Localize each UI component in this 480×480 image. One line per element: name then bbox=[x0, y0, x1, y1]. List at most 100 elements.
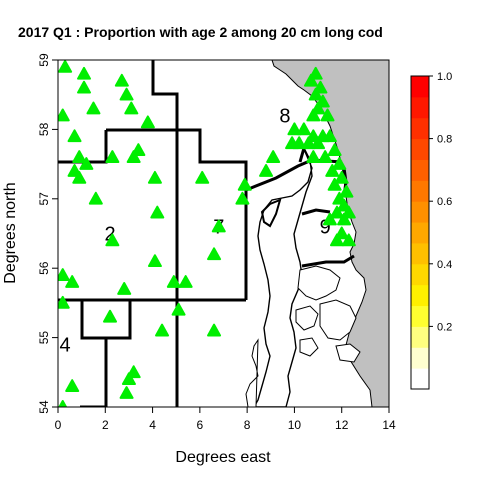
data-point bbox=[325, 164, 340, 177]
colorbar-tick-label: 1.0 bbox=[437, 71, 452, 83]
data-point bbox=[72, 170, 87, 184]
data-point bbox=[237, 177, 252, 191]
data-point bbox=[103, 309, 118, 323]
data-point bbox=[329, 233, 344, 247]
colorbar-border bbox=[410, 75, 430, 390]
data-point bbox=[334, 170, 349, 184]
y-tick-label: 56 bbox=[37, 261, 51, 275]
area-boundaries bbox=[58, 60, 355, 407]
data-point bbox=[320, 108, 335, 122]
colorbar-segment bbox=[411, 305, 429, 327]
data-point bbox=[140, 115, 155, 129]
data-point bbox=[311, 136, 326, 150]
colorbar-segment bbox=[411, 242, 429, 265]
colorbar-segment bbox=[411, 347, 429, 369]
data-point bbox=[329, 205, 344, 219]
data-point bbox=[337, 212, 352, 226]
colorbar: 0.2 0.4 0.6 0.8 1.0 bbox=[410, 71, 452, 390]
area-label: 8 bbox=[279, 106, 290, 128]
x-tick-label: 12 bbox=[335, 418, 349, 432]
x-tick-label: 4 bbox=[149, 418, 156, 432]
x-tick-label: 0 bbox=[55, 418, 62, 432]
y-tick-label: 57 bbox=[37, 192, 51, 206]
data-point bbox=[303, 73, 318, 87]
plot-area: 27894 bbox=[58, 60, 389, 407]
data-point bbox=[67, 129, 82, 143]
data-point bbox=[341, 233, 356, 247]
data-point bbox=[322, 129, 337, 143]
data-point bbox=[77, 80, 92, 94]
colorbar-segment bbox=[411, 201, 429, 223]
data-point bbox=[114, 73, 129, 87]
y-tick-label: 59 bbox=[37, 53, 51, 67]
land-norway-sweden bbox=[271, 60, 389, 407]
data-point bbox=[117, 282, 132, 295]
data-point bbox=[79, 157, 94, 170]
colorbar-segment bbox=[411, 222, 429, 244]
chart-title: 2017 Q1 : Proportion with age 2 among 20… bbox=[18, 24, 383, 40]
data-point bbox=[195, 170, 210, 184]
data-point bbox=[150, 205, 165, 219]
y-tick-label: 58 bbox=[37, 122, 51, 136]
data-point bbox=[147, 170, 162, 184]
data-point bbox=[65, 275, 80, 288]
colorbar-segment bbox=[411, 117, 429, 140]
colorbar-tick-label: 0.8 bbox=[437, 134, 452, 146]
data-point bbox=[86, 101, 101, 115]
data-point bbox=[58, 400, 68, 407]
limfjord bbox=[260, 198, 282, 228]
data-point bbox=[178, 275, 193, 288]
colorbar-tick-label: 0.6 bbox=[437, 196, 452, 208]
colorbar-tick-label: 0.4 bbox=[437, 259, 452, 271]
data-point bbox=[105, 150, 120, 163]
y-tick-label: 54 bbox=[37, 400, 51, 414]
area-label: 2 bbox=[104, 224, 115, 246]
y-axis-label: Degrees north bbox=[2, 182, 19, 283]
data-point bbox=[77, 66, 92, 80]
y-axis: 54 55 56 57 58 59 bbox=[37, 53, 58, 414]
data-point bbox=[306, 150, 321, 163]
data-point bbox=[266, 150, 281, 163]
data-point bbox=[285, 136, 300, 150]
data-point bbox=[121, 372, 136, 386]
plot-border bbox=[57, 59, 390, 408]
data-point bbox=[166, 275, 181, 288]
data-point bbox=[119, 386, 134, 399]
area-label: 9 bbox=[320, 217, 331, 239]
data-point bbox=[105, 233, 120, 247]
colorbar-segment bbox=[411, 138, 429, 160]
data-point bbox=[318, 150, 333, 163]
data-point bbox=[259, 164, 274, 177]
colorbar-segment bbox=[411, 96, 429, 119]
data-point bbox=[296, 122, 311, 136]
x-tick-label: 10 bbox=[288, 418, 302, 432]
data-point bbox=[124, 101, 139, 115]
data-point bbox=[207, 323, 222, 337]
data-point bbox=[58, 295, 70, 309]
x-tick-label: 8 bbox=[244, 418, 251, 432]
data-point bbox=[65, 379, 80, 392]
data-point bbox=[308, 87, 323, 101]
colorbar-segment bbox=[411, 326, 429, 348]
data-point bbox=[306, 108, 321, 122]
data-point bbox=[72, 150, 87, 163]
data-point bbox=[58, 268, 70, 281]
data-point bbox=[155, 323, 170, 337]
data-points bbox=[58, 60, 356, 407]
data-point bbox=[119, 87, 134, 101]
data-point bbox=[339, 184, 354, 198]
y-tick-label: 55 bbox=[37, 331, 51, 345]
land-germany bbox=[245, 338, 259, 407]
colorbar-segment bbox=[411, 180, 429, 202]
data-point bbox=[58, 60, 73, 73]
data-point bbox=[322, 212, 337, 226]
colorbar-segment bbox=[411, 284, 429, 307]
data-point bbox=[332, 157, 347, 170]
colorbar-segment bbox=[411, 263, 429, 286]
data-point bbox=[211, 219, 226, 233]
data-point bbox=[126, 150, 141, 163]
colorbar-segment bbox=[411, 159, 429, 181]
x-tick-label: 14 bbox=[382, 418, 396, 432]
x-tick-label: 6 bbox=[197, 418, 204, 432]
